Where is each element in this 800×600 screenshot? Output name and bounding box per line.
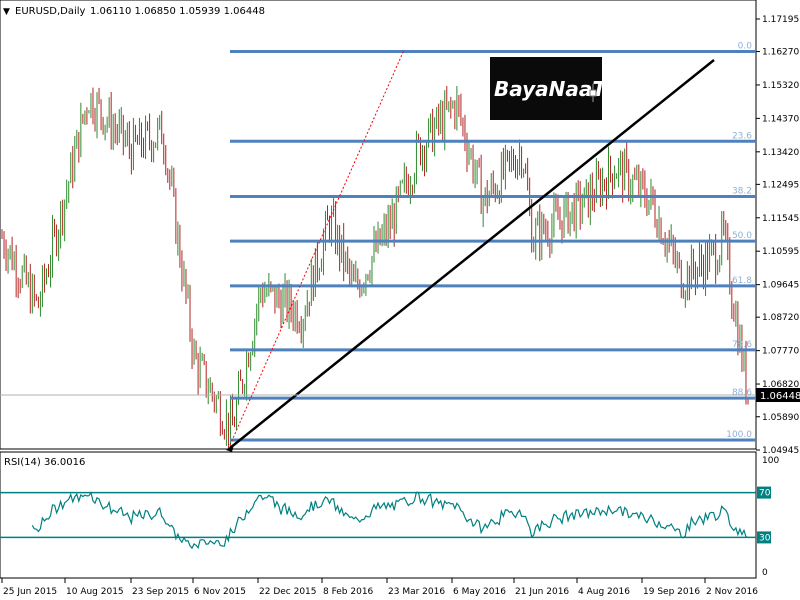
- date-tick-label: 21 Jun 2016: [515, 587, 569, 597]
- symbol-label: EURUSD,Daily: [15, 6, 86, 17]
- fib-level-label: 0.0: [738, 42, 753, 52]
- rsi-level-tag: [757, 531, 771, 544]
- date-tick-label: 2 Nov 2016: [706, 587, 758, 597]
- price-axis: 1.17195 1.16270 1.15320 1.14370 1.13420 1.124…: [756, 15, 799, 456]
- price-tick-label: 1.09645: [762, 281, 799, 291]
- date-tick-label: 8 Feb 2016: [323, 587, 374, 597]
- price-tick-label: 1.13420: [762, 148, 799, 158]
- price-tick-label: 1.12495: [762, 180, 799, 190]
- fib-level-label: 78.6: [732, 340, 752, 350]
- watermark-text: BayaNaaT.net: [494, 77, 649, 101]
- date-tick-label: 22 Dec 2015: [259, 587, 317, 597]
- rsi-level-tag: [757, 486, 771, 499]
- rsi-level-label: 30: [759, 533, 771, 543]
- price-tick-label: 1.08720: [762, 313, 799, 323]
- price-tick-label: 1.11545: [762, 214, 799, 224]
- fib-level-label: 38.2: [732, 187, 752, 197]
- price-tick-label: 1.10595: [762, 247, 799, 257]
- bayanaat-logo: BayaNaaT.net: [490, 57, 649, 120]
- date-tick-label: 6 May 2016: [453, 587, 506, 597]
- date-tick-label: 19 Sep 2016: [643, 587, 700, 597]
- price-tick-label: 1.06820: [762, 380, 799, 390]
- fib-level-label: 88.6: [732, 388, 752, 398]
- rsi-indicator: [0, 491, 756, 550]
- current-price-tag: 1.06448: [756, 388, 800, 402]
- fib-level-label: 61.8: [732, 276, 752, 286]
- trend-line[interactable]: [229, 59, 715, 449]
- date-tick-label: 23 Sep 2015: [132, 587, 189, 597]
- rsi-tick-label: 0: [762, 568, 768, 578]
- fib-level-label: 100.0: [726, 430, 752, 440]
- price-tick-label: 1.07770: [762, 347, 799, 357]
- anchor-marker: [226, 444, 234, 452]
- rsi-axis: 100 0 70 30: [757, 456, 779, 578]
- date-tick-label: 10 Aug 2015: [66, 587, 124, 597]
- price-tick-label: 1.05890: [762, 413, 799, 423]
- rsi-title: RSI(14) 36.0016: [4, 457, 85, 468]
- rsi-level-label: 70: [759, 489, 771, 499]
- symbol-menu-arrow[interactable]: ▼: [3, 7, 10, 17]
- rsi-pane[interactable]: [0, 451, 757, 579]
- ohlc-values: 1.06110 1.06850 1.05939 1.06448: [90, 6, 265, 17]
- date-tick-label: 25 Jun 2015: [3, 587, 57, 597]
- price-tick-label: 1.14370: [762, 114, 799, 124]
- current-price-value: 1.06448: [760, 391, 800, 402]
- price-tick-label: 1.15320: [762, 81, 799, 91]
- date-tick-label: 6 Nov 2015: [194, 587, 246, 597]
- fibonacci-levels: 0.0 23.6 38.2 50.0 61.8 78.6 88.6 100.0: [230, 42, 756, 442]
- rsi-line: [31, 491, 749, 550]
- date-axis: 25 Jun 2015 10 Aug 2015 23 Sep 2015 6 Nov 2…: [1, 578, 758, 597]
- fib-level-label: 23.6: [732, 131, 752, 141]
- price-tick-label: 1.16270: [762, 48, 799, 58]
- date-tick-label: 23 Mar 2016: [388, 587, 445, 597]
- price-tick-label: 1.04945: [762, 446, 799, 456]
- rsi-tick-label: 100: [762, 456, 779, 466]
- fib-level-label: 50.0: [732, 231, 752, 241]
- price-tick-label: 1.17195: [762, 15, 799, 25]
- date-tick-label: 4 Aug 2016: [578, 587, 630, 597]
